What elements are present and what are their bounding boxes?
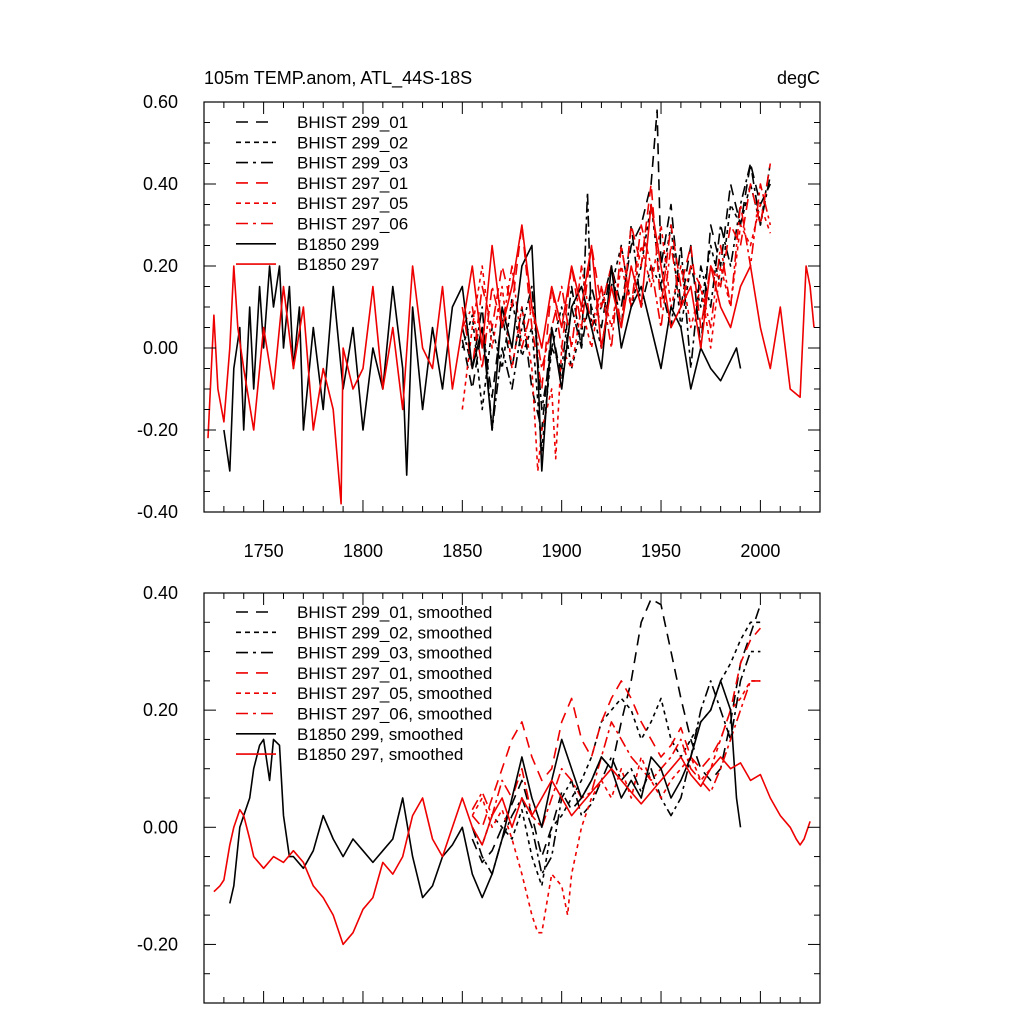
legend-label-4: BHIST 297_01, smoothed <box>297 664 492 683</box>
panel-top: 105m TEMP.anom, ATL_44S-18S degC -0.40 -0… <box>137 68 821 561</box>
series-line-1 <box>471 598 762 864</box>
legend-label-5: BHIST 297_05 <box>297 194 408 213</box>
series-line-5 <box>471 680 761 934</box>
y-tick-label: 0.40 <box>143 174 178 194</box>
legend-label-2: BHIST 299_02 <box>297 133 408 152</box>
legend-label-5: BHIST 297_05, smoothed <box>297 684 492 703</box>
legend-label-7: B1850 299, smoothed <box>297 725 463 744</box>
series-line-4 <box>461 163 772 390</box>
series-line-1 <box>461 109 772 431</box>
series-line-6 <box>471 680 761 829</box>
series-line-6 <box>461 183 772 370</box>
series-group <box>207 109 815 505</box>
legend-label-3: BHIST 299_03, smoothed <box>297 644 492 663</box>
x-tick-label: 1750 <box>244 541 284 561</box>
series-line-7 <box>229 680 742 904</box>
series-group <box>213 598 811 946</box>
series-line-2 <box>471 621 761 887</box>
legend-label-6: BHIST 297_06 <box>297 215 408 234</box>
legend-label-8: B1850 297, smoothed <box>297 745 463 764</box>
legend-label-7: B1850 299 <box>297 235 379 254</box>
y-tick-label: 0.20 <box>143 256 178 276</box>
y-tick-label: 0.20 <box>143 700 178 720</box>
y-tick-label: -0.20 <box>137 420 178 440</box>
y-tick-label: 0.00 <box>143 817 178 837</box>
chart-units: degC <box>777 68 820 88</box>
y-tick-label: 0.00 <box>143 338 178 358</box>
legend-label-6: BHIST 297_06, smoothed <box>297 705 492 724</box>
x-tick-label: 1800 <box>343 541 383 561</box>
y-tick-label: -0.20 <box>137 934 178 954</box>
y-tick-label: -0.40 <box>137 502 178 522</box>
x-tick-label: 1950 <box>641 541 681 561</box>
legend-label-3: BHIST 299_03 <box>297 154 408 173</box>
x-tick-label: 1900 <box>542 541 582 561</box>
legend-label-4: BHIST 297_01 <box>297 174 408 193</box>
chart-title: 105m TEMP.anom, ATL_44S-18S <box>204 68 472 89</box>
series-line-3 <box>471 650 761 875</box>
series-line-5 <box>461 203 772 472</box>
x-tick-label: 2000 <box>740 541 780 561</box>
legend-label-8: B1850 297 <box>297 255 379 274</box>
legend-label-1: BHIST 299_01 <box>297 113 408 132</box>
y-tick-label: 0.40 <box>143 583 178 603</box>
x-tick-label: 1850 <box>442 541 482 561</box>
series-line-7 <box>223 244 742 476</box>
y-tick-label: 0.60 <box>143 92 178 112</box>
legend-label-1: BHIST 299_01, smoothed <box>297 603 492 622</box>
series-line-8 <box>213 756 811 946</box>
series-line-8 <box>207 203 815 505</box>
legend-label-2: BHIST 299_02, smoothed <box>297 623 492 642</box>
